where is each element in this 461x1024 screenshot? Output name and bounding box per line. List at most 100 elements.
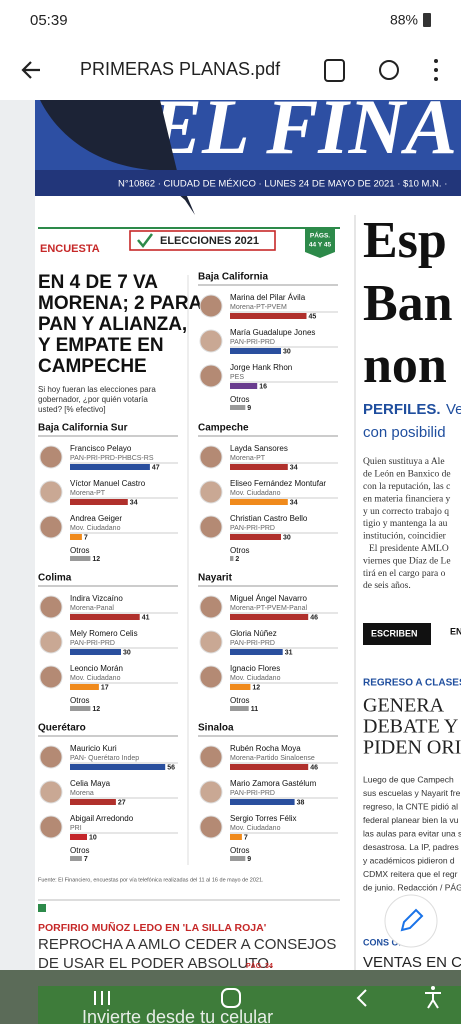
deck: con posibilid <box>363 424 446 441</box>
candidate-photo <box>39 630 63 654</box>
vote-value: 30 <box>283 348 291 355</box>
section-kicker: CONS ONTA <box>363 937 417 947</box>
poll-headline-line: PAN Y ALIANZA, <box>38 314 187 335</box>
body-line: regreso, la CNTE pidió al <box>363 801 458 811</box>
story-page: PÁG. 34 <box>246 961 273 970</box>
vote-value: 9 <box>247 856 251 863</box>
state-name: Colima <box>38 573 72 584</box>
candidate-name: Marina del Pilar Ávila <box>230 293 306 302</box>
state-name: Sinaloa <box>198 723 234 734</box>
candidate-party: PAN-PRI-PRD <box>230 790 275 797</box>
pages-badge-text: 44 Y 45 <box>309 242 332 249</box>
body-line: de junio. Redacción / PÁG <box>363 882 461 892</box>
candidate-name: Francisco Pelayo <box>70 444 132 453</box>
poll-states: Baja California Sur Francisco Pelayo PAN-P… <box>38 272 338 863</box>
candidate-party: PES <box>230 374 244 381</box>
candidate-photo <box>39 445 63 469</box>
state-name: Campeche <box>198 423 249 434</box>
marker <box>38 904 46 912</box>
vote-value: 41 <box>142 614 150 621</box>
recents-button[interactable] <box>94 991 110 1005</box>
story-headline: VENTAS EN CO <box>363 954 461 971</box>
candidate-party: PAN-PRI-PRD <box>230 339 275 346</box>
vote-value: 7 <box>84 534 88 541</box>
candidate-photo <box>39 745 63 769</box>
menu-button[interactable] <box>434 59 438 81</box>
body-line: sus escuelas y Nayarit fre <box>363 788 461 798</box>
photo-player <box>40 100 195 215</box>
candidate-party: Morena-PT-PVEM-Panal <box>230 605 307 612</box>
candidate-party: Morena <box>70 790 94 797</box>
candidate-name: Jorge Hank Rhon <box>230 363 292 372</box>
vote-bar <box>230 405 246 410</box>
state-name: Baja California Sur <box>38 423 128 434</box>
candidate-name: Gloria Núñez <box>230 629 277 638</box>
candidate-photo <box>199 480 223 504</box>
vote-bar <box>70 464 150 470</box>
candidate-name: Víctor Manuel Castro <box>70 479 146 488</box>
others-label: Otros <box>230 395 250 404</box>
poll-question: usted? [% efectivo] <box>38 405 106 414</box>
vote-bar <box>230 834 242 840</box>
others-label: Otros <box>70 546 90 555</box>
state-name: Nayarit <box>198 573 233 584</box>
vote-bar <box>70 649 121 655</box>
vote-value: 30 <box>283 534 291 541</box>
body-line: en materia financiera y <box>363 493 451 504</box>
body-line: federal planear bien la vu <box>363 815 459 825</box>
vote-bar <box>70 856 82 861</box>
candidate-party: Morena-PT <box>230 455 266 462</box>
body-line: tirá en el cargo para o <box>363 569 446 579</box>
pencil-icon <box>400 908 424 932</box>
vote-bar <box>70 684 99 690</box>
vote-bar <box>230 649 283 655</box>
drive-button[interactable] <box>379 60 399 80</box>
candidate-party: PAN-PRI-PRD <box>230 640 275 647</box>
candidate-photo <box>39 480 63 504</box>
vote-bar <box>230 856 246 861</box>
vote-value: 2 <box>235 556 239 563</box>
nav-back-button[interactable] <box>356 989 367 1007</box>
ad-text: Invierte desde tu celular <box>82 1007 273 1024</box>
candidate-party: Morena-PT <box>70 490 106 497</box>
accessibility-button[interactable] <box>425 992 441 1009</box>
body-line: de León en Banxico de <box>363 470 451 480</box>
candidate-name: Abigail Arredondo <box>70 814 134 823</box>
vote-value: 10 <box>89 834 97 841</box>
candidate-party: PAN-PRI-PRD-PHBCS-RS <box>70 455 154 462</box>
vote-value: 46 <box>310 764 318 771</box>
candidate-party: PAN- Querétaro Indep <box>70 755 139 762</box>
story-headline: PIDEN ORI <box>363 737 461 759</box>
poll-headline-line: CAMPECHE <box>38 356 147 377</box>
vote-bar <box>230 706 249 711</box>
candidate-party: Morena-PT-PVEM <box>230 304 287 311</box>
others-label: Otros <box>230 846 250 855</box>
vote-value: 12 <box>252 684 260 691</box>
body-line: y un correcto trabajo q <box>363 507 449 517</box>
search-button[interactable] <box>324 59 345 82</box>
back-button[interactable] <box>21 61 40 79</box>
candidate-party: Mov. Ciudadano <box>230 675 281 682</box>
home-button[interactable] <box>221 988 241 1008</box>
body-line: viernes que Díaz de Le <box>363 556 451 566</box>
tab <box>363 623 431 645</box>
vote-value: 56 <box>167 764 175 771</box>
vote-value: 34 <box>130 499 138 506</box>
deck-kicker: PERFILES. <box>363 401 441 418</box>
pages-badge <box>305 228 335 258</box>
candidate-party: Morena-Panal <box>70 605 114 612</box>
edit-button[interactable] <box>384 894 438 948</box>
pages-badge-text: PÁGS. <box>310 231 330 240</box>
candidate-name: Andrea Geiger <box>70 514 122 523</box>
candidate-name: Mely Romero Celis <box>70 629 138 638</box>
body-line: de seis años. <box>363 581 411 591</box>
clock: 05:39 <box>30 12 68 29</box>
body-line: tigio y mantenga la au <box>363 519 448 529</box>
vote-bar <box>70 499 128 505</box>
newspaper-page: EL FINA N°10862 · CIUDAD DE MÉXICO · LUN… <box>0 83 461 972</box>
vote-value: 34 <box>290 464 298 471</box>
candidate-name: Celia Maya <box>70 779 111 788</box>
candidate-party: PAN-PRI-PRD <box>230 525 275 532</box>
